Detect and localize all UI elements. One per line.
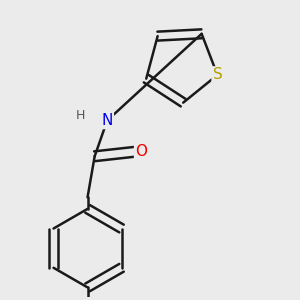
Text: N: N bbox=[101, 113, 113, 128]
Text: S: S bbox=[213, 68, 222, 82]
Text: H: H bbox=[76, 109, 85, 122]
Text: O: O bbox=[135, 144, 147, 159]
